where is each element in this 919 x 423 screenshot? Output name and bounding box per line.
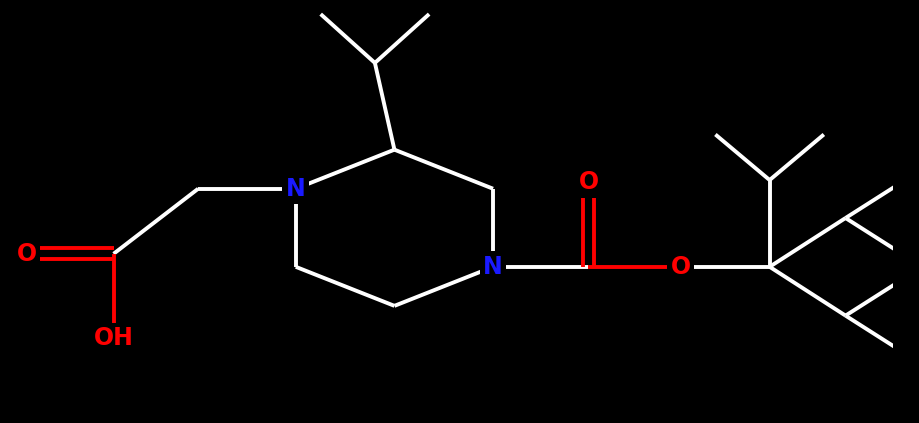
Text: OH: OH xyxy=(94,327,133,350)
Text: N: N xyxy=(286,177,306,201)
Text: O: O xyxy=(578,170,598,194)
Text: O: O xyxy=(671,255,691,279)
Text: N: N xyxy=(483,255,503,279)
Text: O: O xyxy=(17,242,37,266)
